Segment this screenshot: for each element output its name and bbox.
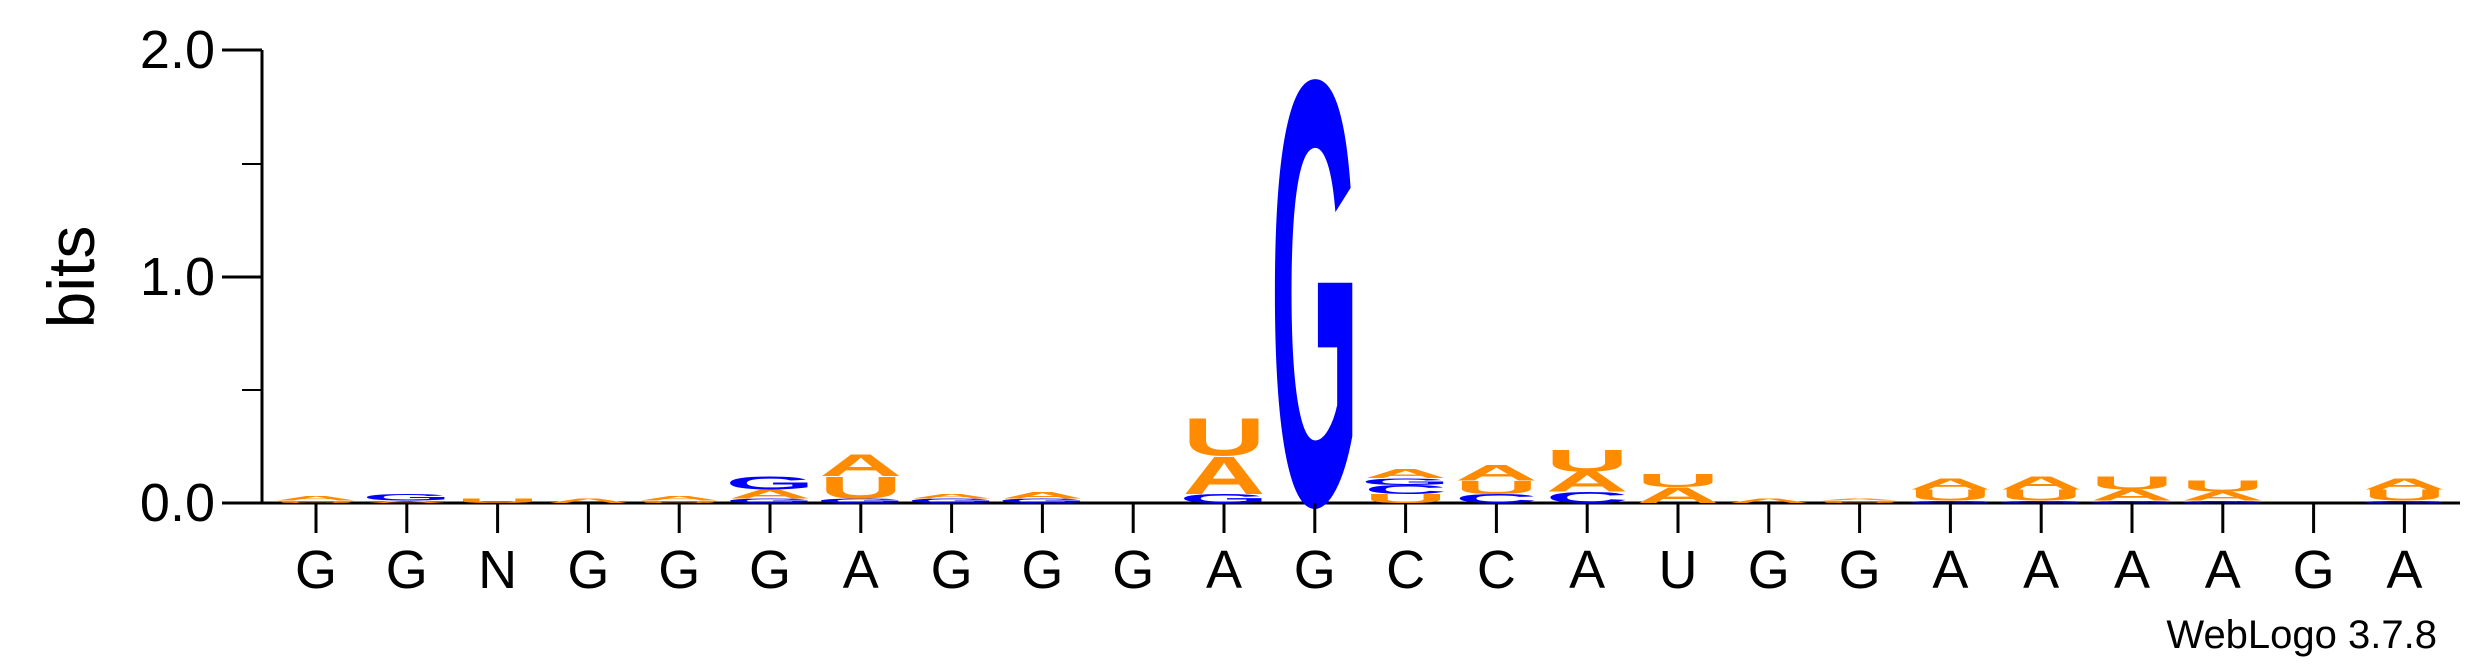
logo-letter-a-pos1-1: A [275,495,358,502]
weblogo-credit: WebLogo 3.7.8 [2166,613,2437,657]
svg-text:A: A [275,495,358,502]
x-tick-label: N [478,540,517,600]
svg-text:A: A [2363,475,2446,492]
svg-text:A: A [1001,490,1084,501]
svg-text:A: A [1455,460,1538,485]
logo-letter-a-pos24-2: A [2363,475,2446,492]
svg-text:U: U [1637,470,1720,491]
svg-text:A: A [2000,473,2083,494]
x-tick-label: A [2386,540,2422,600]
logo-letter-u-pos11-2: U [1183,407,1266,467]
logo-letter-a-pos8-1: A [910,493,993,500]
svg-text:A: A [638,495,721,502]
svg-text:U: U [2181,478,2264,495]
y-tick-label-0: 0.0 [140,473,215,533]
logo-letter-a-pos13-3: A [1364,467,1447,481]
svg-text:G: G [1270,0,1359,632]
x-tick-label: A [2205,540,2241,600]
svg-text:U: U [2091,473,2174,494]
svg-text:U: U [1546,443,1629,478]
x-tick-label: G [295,540,337,600]
x-tick-label: A [843,540,879,600]
x-tick-label: G [2293,540,2335,600]
logo-letter-a-pos14-2: A [1455,460,1538,485]
logo-letter-a-pos9-1: A [1001,490,1084,501]
logo-letter-a-pos20-2: A [2000,473,2083,494]
x-tick-label: C [1386,540,1425,600]
svg-text:G: G [362,492,451,503]
x-tick-label: G [1294,540,1336,600]
x-tick-label: G [749,540,791,600]
x-tick-label: A [1206,540,1242,600]
x-tick-label: G [1021,540,1063,600]
x-tick-label: C [1477,540,1516,600]
svg-text:A: A [819,447,902,482]
logo-letter-u-pos15-2: U [1546,443,1629,478]
svg-text:A: A [1364,467,1447,481]
x-tick-label: G [386,540,428,600]
svg-text:U: U [1183,407,1266,467]
logo-letter-u-pos21-2: U [2091,473,2174,494]
svg-text:G: G [725,473,814,494]
y-axis: 0.0 1.0 2.0 bits [34,20,262,533]
x-tick-label: G [658,540,700,600]
logo-letter-g-pos12-0: G [1270,0,1359,632]
x-tick-label: G [931,540,973,600]
svg-text:A: A [1909,475,1992,492]
y-tick-label-1: 1.0 [140,247,215,307]
y-tick-label-2: 2.0 [140,20,215,80]
x-tick-label: G [1112,540,1154,600]
x-tick-label: A [1569,540,1605,600]
x-tick-label: G [567,540,609,600]
logo-letter-u-pos16-1: U [1637,470,1720,491]
logo-letter-a-pos7-2: A [819,447,902,482]
logo-letter-a-pos5-1: A [638,495,721,502]
x-tick-label: G [1748,540,1790,600]
x-tick-label: U [1659,540,1698,600]
logo-letter-a-pos19-2: A [1909,475,1992,492]
logo-letter-g-pos6-2: G [725,473,814,494]
y-axis-label: bits [34,226,108,329]
logo-letter-a-pos18-1: A [1818,498,1901,501]
svg-text:A: A [910,493,993,500]
x-tick-label: A [2114,540,2150,600]
x-tick-label: G [1839,540,1881,600]
x-tick-label: A [2023,540,2059,600]
logo-letter-g-pos2-1: G [362,492,451,503]
x-tick-label: A [1932,540,1968,600]
logo-letter-u-pos22-2: U [2181,478,2264,495]
svg-text:A: A [1818,498,1901,501]
